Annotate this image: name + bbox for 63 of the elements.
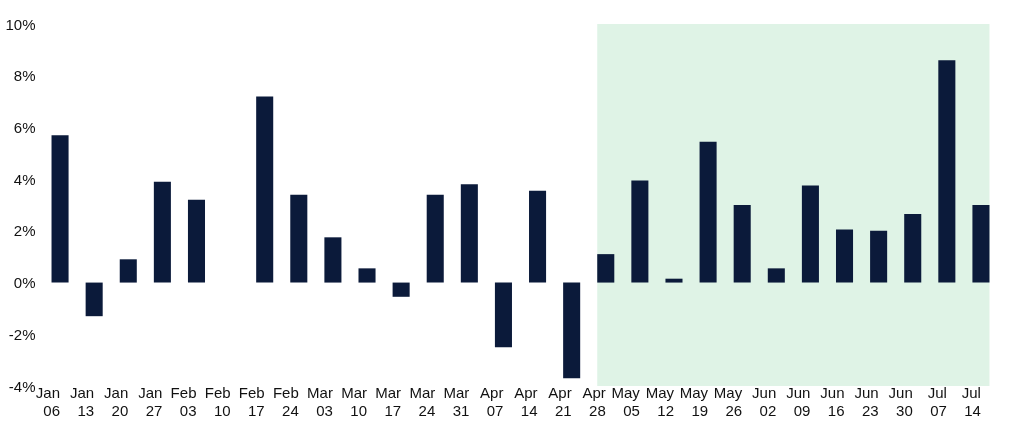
y-tick-label: -2%: [8, 325, 36, 343]
y-tick-label: 0%: [13, 274, 36, 292]
bar: [119, 259, 137, 283]
x-tick-label: Feb 10: [204, 383, 231, 419]
bar: [51, 135, 69, 283]
x-tick-label: Jun 09: [786, 383, 811, 419]
x-tick-label: Jul 07: [927, 383, 947, 419]
bar: [938, 60, 956, 283]
x-tick-label: Feb 24: [272, 383, 299, 419]
bar: [494, 282, 512, 348]
x-tick-label: Jul 14: [961, 383, 981, 419]
x-tick-label: Apr 14: [514, 383, 538, 419]
x-tick-label: Mar 31: [443, 383, 470, 419]
y-tick-label: 8%: [13, 67, 36, 85]
x-tick-label: Feb 03: [170, 383, 197, 419]
x-tick-label: May 19: [679, 383, 709, 419]
bar: [563, 282, 581, 379]
x-tick-label: Apr 07: [480, 383, 504, 419]
x-tick-label: Jun 23: [854, 383, 879, 419]
bar: [290, 194, 308, 283]
x-tick-label: Apr 21: [548, 383, 572, 419]
bar: [324, 237, 342, 283]
bar: [665, 278, 683, 283]
bar: [187, 199, 206, 283]
bar: [699, 141, 717, 283]
y-tick-label: -4%: [8, 377, 36, 395]
bar: [256, 96, 274, 283]
bar: [597, 254, 615, 283]
bar: [835, 229, 854, 283]
bar: [529, 190, 547, 283]
bar: [426, 194, 444, 283]
bar: [460, 184, 478, 283]
x-tick-label: Jan 27: [138, 383, 163, 419]
x-tick-label: Jun 02: [752, 383, 777, 419]
x-tick-label: May 26: [713, 383, 743, 419]
bar: [972, 205, 990, 283]
y-tick-label: 4%: [13, 170, 36, 188]
bar: [631, 180, 649, 283]
bar: [904, 214, 922, 283]
x-tick-label: Jun 16: [820, 383, 845, 419]
x-tick-label: Jun 30: [888, 383, 913, 419]
x-tick-label: Jan 20: [104, 383, 129, 419]
x-tick-label: Apr 28: [582, 383, 606, 419]
x-tick-label: Mar 03: [307, 383, 333, 419]
bar: [85, 282, 103, 317]
x-tick-label: Feb 17: [238, 383, 265, 419]
y-tick-label: 10%: [5, 15, 36, 33]
y-tick-label: 6%: [13, 118, 36, 136]
x-tick-label: Jan 13: [69, 383, 95, 419]
bar: [392, 282, 410, 297]
bar: [801, 185, 819, 283]
x-tick-label: Jan 06: [35, 383, 61, 419]
bar: [733, 205, 751, 283]
bar: [153, 181, 171, 283]
x-tick-label: May 12: [645, 383, 675, 419]
bar: [358, 268, 376, 283]
y-tick-label: 2%: [13, 222, 36, 240]
x-tick-label: Mar 10: [341, 383, 368, 419]
x-tick-label: Mar 17: [375, 383, 402, 419]
bar: [870, 230, 888, 283]
bar: [767, 268, 785, 283]
x-tick-label: Mar 24: [409, 383, 436, 419]
x-tick-label: May 05: [611, 383, 641, 419]
